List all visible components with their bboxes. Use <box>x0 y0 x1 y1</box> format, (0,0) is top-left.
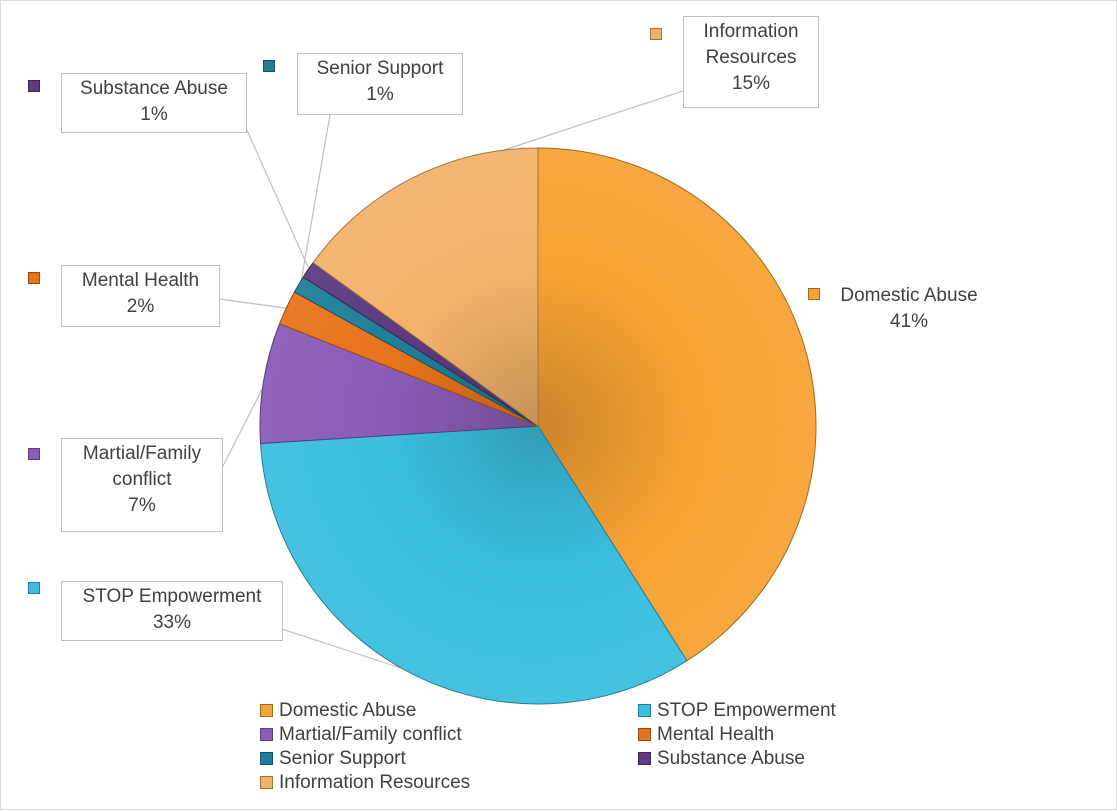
data-label-category: Martial/Family conflict <box>82 443 202 490</box>
legend-swatch <box>638 752 651 765</box>
legend-swatch <box>638 728 651 741</box>
legend-label: Martial/Family conflict <box>279 724 462 745</box>
data-label-percent: 33% <box>152 612 192 633</box>
data-label-marker-substance-abuse <box>28 80 40 92</box>
legend-label: Substance Abuse <box>657 748 805 769</box>
data-label-marker-martial-family-conflict <box>28 448 40 460</box>
data-label-percent: 1% <box>366 84 394 105</box>
pie-slice-stop-empowerment <box>260 425 688 705</box>
data-label-information-resources: Information Resources 15% <box>683 16 819 108</box>
legend-label: Domestic Abuse <box>279 700 417 721</box>
data-label-marker-domestic-abuse <box>808 288 820 300</box>
legend-item-domestic-abuse: Domestic Abuse <box>260 699 416 723</box>
leader-line-substance-abuse <box>246 129 311 272</box>
data-label-domestic-abuse: Domestic Abuse 41% <box>804 281 994 345</box>
legend-swatch <box>260 776 273 789</box>
legend-item-senior-support: Senior Support <box>260 747 406 771</box>
data-label-category: Domestic Abuse <box>840 285 978 306</box>
data-label-percent: 1% <box>140 104 168 125</box>
data-label-percent: 7% <box>128 495 156 516</box>
legend-swatch <box>260 728 273 741</box>
leader-line-stop-empowerment <box>281 628 413 673</box>
data-label-marker-information-resources <box>650 28 662 40</box>
leader-line-mental-health <box>219 298 289 310</box>
legend-swatch <box>260 704 273 717</box>
data-label-category: Information Resources <box>703 21 799 68</box>
data-label-category: Senior Support <box>316 58 444 79</box>
data-label-senior-support: Senior Support 1% <box>297 53 463 115</box>
legend-item-information-resources: Information Resources <box>260 771 470 795</box>
legend-label: Mental Health <box>657 724 775 745</box>
data-label-marker-stop-empowerment <box>28 582 40 594</box>
legend-swatch <box>260 752 273 765</box>
data-label-substance-abuse: Substance Abuse 1% <box>61 73 247 133</box>
data-label-marker-mental-health <box>28 272 40 284</box>
legend-label: Information Resources <box>279 772 471 793</box>
pie-slice-domestic-abuse <box>537 147 817 662</box>
data-label-category: Mental Health <box>81 270 200 291</box>
legend-item-martial-family-conflict: Martial/Family conflict <box>260 723 462 747</box>
data-label-martial-family-conflict: Martial/Family conflict 7% <box>61 438 223 532</box>
data-label-percent: 2% <box>126 296 155 317</box>
legend-item-substance-abuse: Substance Abuse <box>638 747 805 771</box>
legend-label: STOP Empowerment <box>657 700 836 721</box>
data-label-category: Substance Abuse <box>80 78 228 99</box>
data-label-percent: 41% <box>889 311 929 332</box>
legend-swatch <box>638 704 651 717</box>
data-label-mental-health: Mental Health 2% <box>61 265 220 327</box>
pie-slice-martial-family-conflict <box>259 323 539 444</box>
data-label-stop-empowerment: STOP Empowerment 33% <box>61 581 283 641</box>
data-label-marker-senior-support <box>263 60 275 72</box>
legend-item-stop-empowerment: STOP Empowerment <box>638 699 836 723</box>
data-label-category: STOP Empowerment <box>82 586 262 607</box>
legend-item-mental-health: Mental Health <box>638 723 774 747</box>
legend-label: Senior Support <box>279 748 406 769</box>
pie-slices <box>259 147 817 705</box>
data-label-percent: 15% <box>731 73 771 94</box>
pie-slice-information-resources <box>312 147 539 427</box>
leader-line-senior-support <box>299 114 331 286</box>
leader-line-martial-family-conflict <box>222 382 266 467</box>
